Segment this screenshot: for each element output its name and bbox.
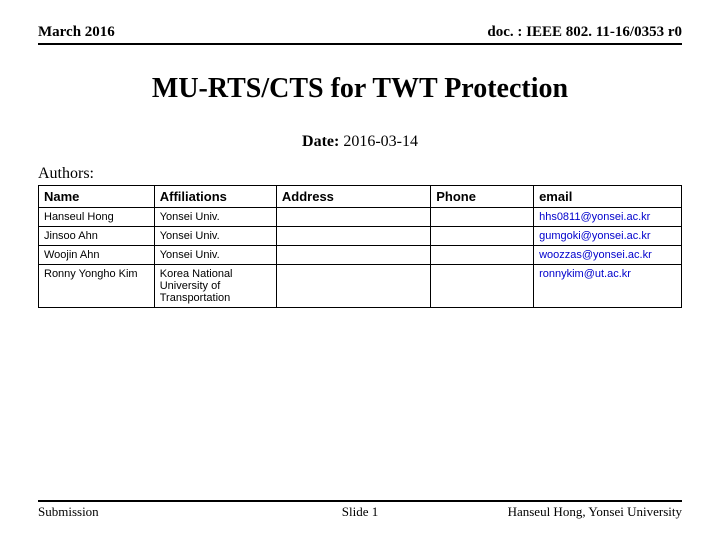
date-line: Date: 2016-03-14 xyxy=(38,133,682,151)
table-cell-name: Ronny Yongho Kim xyxy=(39,265,155,308)
authors-table: NameAffiliationsAddressPhoneemail Hanseu… xyxy=(38,185,682,308)
table-col-header: Address xyxy=(276,186,430,208)
table-cell-email: gumgoki@yonsei.ac.kr xyxy=(534,227,682,246)
table-cell-name: Woojin Ahn xyxy=(39,246,155,265)
table-row: Woojin AhnYonsei Univ. woozzas@yonsei.ac.… xyxy=(39,246,682,265)
table-cell-name: Hanseul Hong xyxy=(39,208,155,227)
footer-left: Submission xyxy=(38,504,99,520)
table-col-header: Affiliations xyxy=(154,186,276,208)
footer-bar: Submission Slide 1 Hanseul Hong, Yonsei … xyxy=(38,500,682,520)
slide-page: March 2016 doc. : IEEE 802. 11-16/0353 r… xyxy=(0,0,720,540)
table-cell-email: woozzas@yonsei.ac.kr xyxy=(534,246,682,265)
page-title: MU-RTS/CTS for TWT Protection xyxy=(38,73,682,105)
table-header-row: NameAffiliationsAddressPhoneemail xyxy=(39,186,682,208)
table-cell-address xyxy=(276,246,430,265)
table-cell-address xyxy=(276,265,430,308)
table-row: Ronny Yongho KimKorea National Universit… xyxy=(39,265,682,308)
table-row: Jinsoo AhnYonsei Univ. gumgoki@yonsei.ac.… xyxy=(39,227,682,246)
table-cell-email: ronnykim@ut.ac.kr xyxy=(534,265,682,308)
table-cell-affiliation: Korea National University of Transportat… xyxy=(154,265,276,308)
table-cell-affiliation: Yonsei Univ. xyxy=(154,246,276,265)
table-cell-phone xyxy=(431,246,534,265)
table-cell-phone xyxy=(431,227,534,246)
authors-label: Authors: xyxy=(38,165,682,183)
table-col-header: Phone xyxy=(431,186,534,208)
header-date: March 2016 xyxy=(38,24,115,41)
table-cell-affiliation: Yonsei Univ. xyxy=(154,227,276,246)
header-docref: doc. : IEEE 802. 11-16/0353 r0 xyxy=(487,24,682,41)
date-label: Date: xyxy=(302,133,339,150)
table-cell-phone xyxy=(431,208,534,227)
table-cell-affiliation: Yonsei Univ. xyxy=(154,208,276,227)
header-bar: March 2016 doc. : IEEE 802. 11-16/0353 r… xyxy=(38,24,682,45)
table-body: Hanseul HongYonsei Univ.hhs0811@yonsei.a… xyxy=(39,208,682,308)
table-cell-address xyxy=(276,208,430,227)
table-col-header: Name xyxy=(39,186,155,208)
table-cell-name: Jinsoo Ahn xyxy=(39,227,155,246)
table-cell-address xyxy=(276,227,430,246)
date-value: 2016-03-14 xyxy=(343,133,418,150)
footer-author: Hanseul Hong, Yonsei University xyxy=(508,504,682,520)
table-col-header: email xyxy=(534,186,682,208)
table-cell-phone xyxy=(431,265,534,308)
table-row: Hanseul HongYonsei Univ. hhs0811@yonsei.a… xyxy=(39,208,682,227)
table-cell-email: hhs0811@yonsei.ac.kr xyxy=(534,208,682,227)
